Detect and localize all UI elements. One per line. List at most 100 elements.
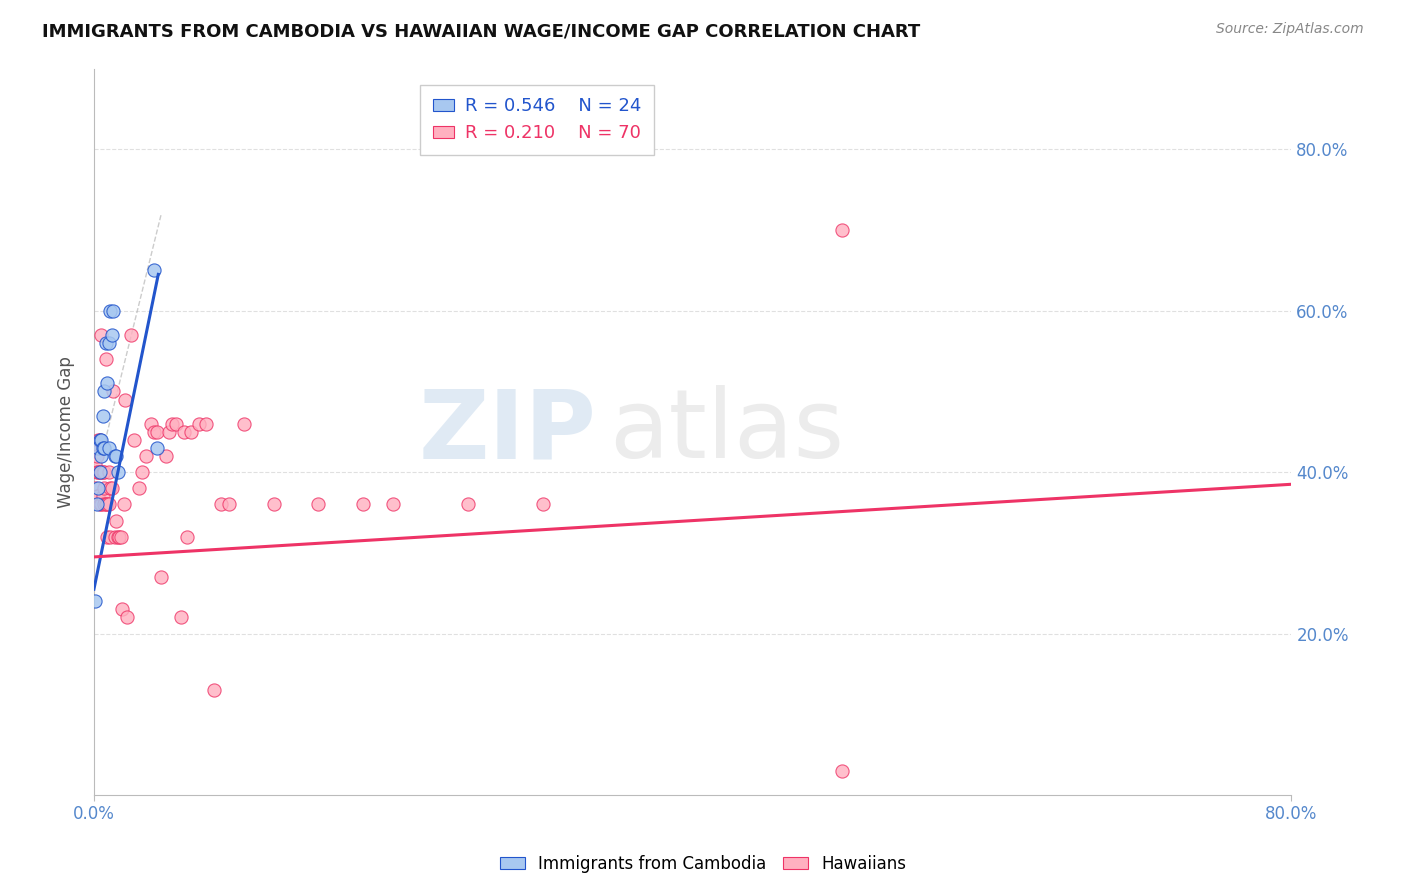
Point [107, 530, 129, 544]
Point [97, 498, 120, 512]
Point [108, 530, 131, 544]
Point [124, 433, 146, 447]
Point [146, 425, 169, 439]
Point [142, 425, 165, 439]
Point [105, 514, 128, 528]
Point [202, 683, 225, 698]
Point [382, 498, 405, 512]
Point [89, 465, 111, 479]
Point [101, 327, 124, 342]
Point [209, 498, 232, 512]
Point [93, 465, 115, 479]
Point [232, 417, 254, 431]
Text: atlas: atlas [609, 385, 844, 478]
Point [93, 384, 115, 399]
Point [90, 465, 112, 479]
Point [97, 465, 120, 479]
Point [94, 336, 117, 351]
Y-axis label: Wage/Income Gap: Wage/Income Gap [58, 356, 75, 508]
Point [100, 530, 122, 544]
Point [128, 481, 150, 495]
Point [103, 384, 125, 399]
Point [150, 570, 173, 584]
Point [110, 530, 132, 544]
Point [91, 465, 114, 479]
Point [101, 481, 124, 495]
Point [111, 602, 134, 616]
Point [107, 465, 129, 479]
Point [170, 610, 193, 624]
Point [131, 465, 153, 479]
Point [87, 481, 110, 495]
Point [176, 530, 198, 544]
Point [165, 417, 187, 431]
Point [87, 465, 110, 479]
Point [91, 409, 114, 423]
Point [86, 498, 108, 512]
Point [91, 489, 114, 503]
Point [89, 433, 111, 447]
Point [87, 489, 110, 503]
Point [308, 498, 330, 512]
Point [104, 530, 127, 544]
Point [114, 392, 136, 407]
Point [97, 336, 120, 351]
Text: Source: ZipAtlas.com: Source: ZipAtlas.com [1216, 22, 1364, 37]
Point [352, 498, 374, 512]
Point [93, 498, 115, 512]
Point [89, 498, 111, 512]
Point [90, 498, 112, 512]
Point [89, 433, 111, 447]
Point [93, 481, 115, 495]
Point [146, 441, 169, 455]
Point [96, 530, 118, 544]
Point [180, 425, 202, 439]
Point [84, 457, 107, 471]
Point [84, 594, 107, 608]
Legend: R = 0.546    N = 24, R = 0.210    N = 70: R = 0.546 N = 24, R = 0.210 N = 70 [420, 85, 654, 155]
Point [120, 327, 142, 342]
Point [173, 425, 195, 439]
Point [89, 465, 111, 479]
Point [115, 610, 138, 624]
Text: IMMIGRANTS FROM CAMBODIA VS HAWAIIAN WAGE/INCOME GAP CORRELATION CHART: IMMIGRANTS FROM CAMBODIA VS HAWAIIAN WAG… [42, 22, 921, 40]
Point [263, 498, 285, 512]
Legend: Immigrants from Cambodia, Hawaiians: Immigrants from Cambodia, Hawaiians [494, 848, 912, 880]
Point [155, 449, 177, 463]
Point [86, 449, 108, 463]
Point [135, 449, 157, 463]
Point [96, 376, 118, 391]
Point [86, 489, 108, 503]
Point [87, 433, 110, 447]
Point [103, 303, 125, 318]
Point [457, 498, 479, 512]
Point [831, 764, 853, 778]
Point [218, 498, 240, 512]
Point [91, 441, 114, 455]
Point [195, 417, 218, 431]
Text: ZIP: ZIP [419, 385, 598, 478]
Point [104, 449, 127, 463]
Point [86, 465, 108, 479]
Point [531, 498, 554, 512]
Point [160, 417, 183, 431]
Point [831, 223, 853, 237]
Point [90, 433, 112, 447]
Point [157, 425, 180, 439]
Point [94, 352, 117, 367]
Point [96, 498, 118, 512]
Point [87, 441, 110, 455]
Point [94, 498, 117, 512]
Point [93, 441, 115, 455]
Point [90, 449, 112, 463]
Point [100, 303, 122, 318]
Point [105, 449, 128, 463]
Point [84, 441, 107, 455]
Point [142, 263, 165, 277]
Point [187, 417, 209, 431]
Point [100, 481, 122, 495]
Point [90, 327, 112, 342]
Point [84, 481, 107, 495]
Point [112, 498, 135, 512]
Point [97, 441, 120, 455]
